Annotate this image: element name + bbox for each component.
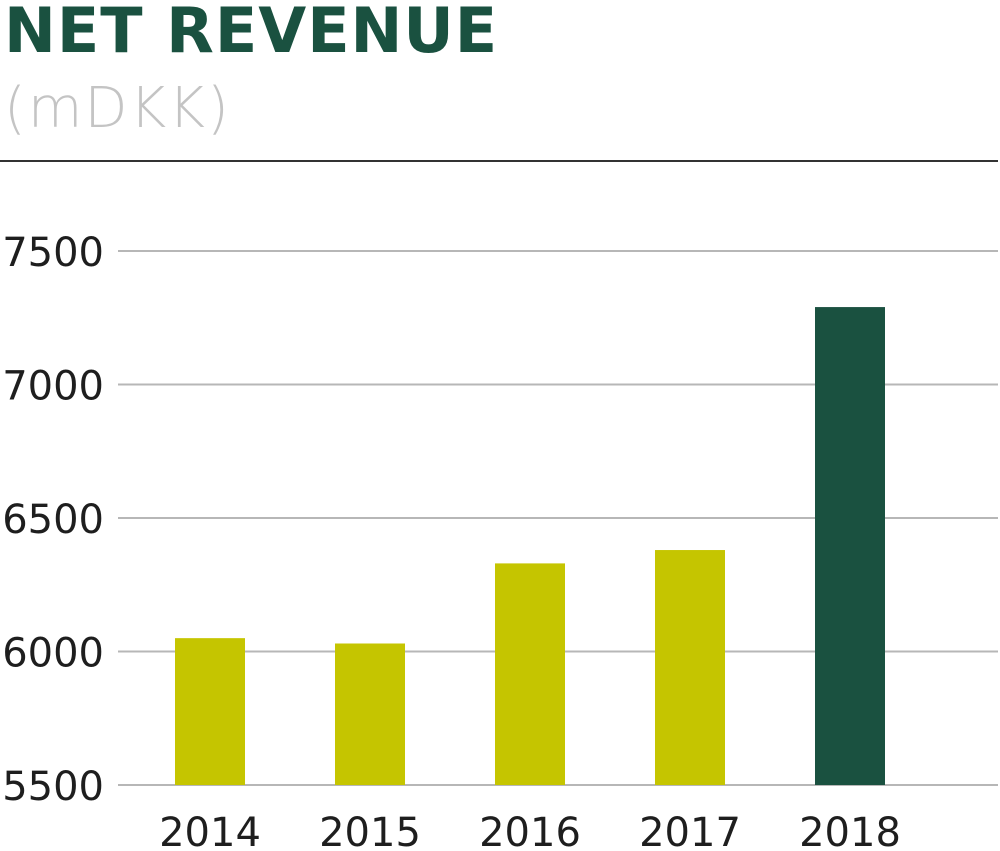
y-tick-label: 6500 [2, 497, 104, 543]
bar-2014 [175, 638, 245, 785]
bars [175, 307, 885, 785]
x-tick-label-2017: 2017 [639, 810, 741, 851]
y-tick-label: 5500 [2, 764, 104, 810]
y-tick-label: 7000 [2, 364, 104, 410]
bar-2015 [335, 643, 405, 785]
y-tick-label: 6000 [2, 631, 104, 677]
x-tick-label-2016: 2016 [479, 810, 581, 851]
x-tick-label-2018: 2018 [799, 810, 901, 851]
bar-2016 [495, 563, 565, 785]
title-divider [0, 160, 998, 162]
bar-2017 [655, 550, 725, 785]
y-axis-ticks: 5500 6000 6500 7000 7500 [2, 230, 104, 810]
chart-title: NET REVENUE [4, 0, 499, 67]
bar-2018 [815, 307, 885, 785]
y-tick-label: 7500 [2, 230, 104, 276]
chart-subtitle: (mDKK) [4, 76, 231, 141]
x-tick-label-2014: 2014 [159, 810, 261, 851]
x-tick-label-2015: 2015 [319, 810, 421, 851]
x-axis-ticks: 2014 2015 2016 2017 2018 [159, 810, 901, 851]
